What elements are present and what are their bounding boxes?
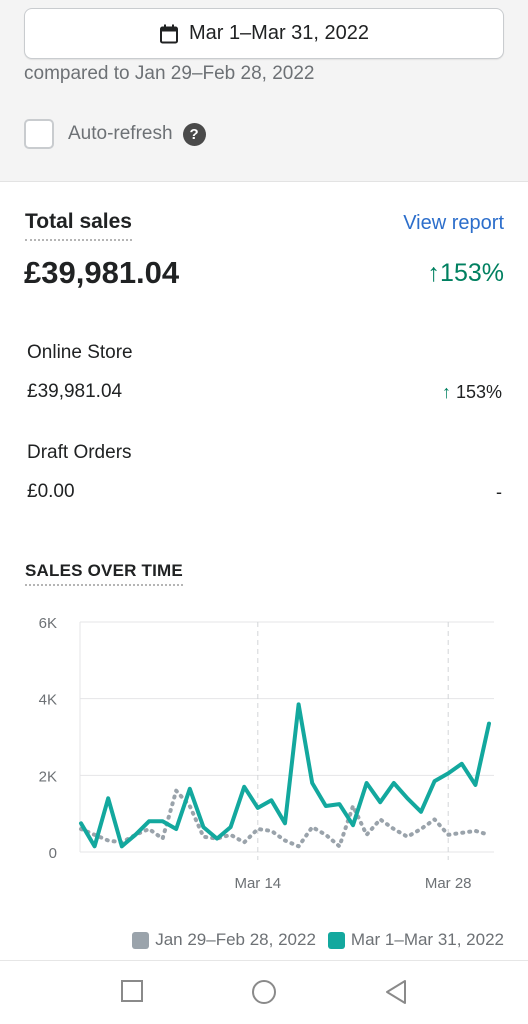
home-icon[interactable] xyxy=(251,979,277,1005)
system-nav-bar xyxy=(0,960,528,1024)
draft-orders-change: - xyxy=(496,482,502,502)
chart-legend: Jan 29–Feb 28, 2022 Mar 1–Mar 31, 2022 xyxy=(120,930,504,950)
legend-swatch-previous xyxy=(132,931,150,949)
online-store-label: Online Store xyxy=(27,342,133,363)
auto-refresh-label[interactable]: Auto-refresh xyxy=(68,123,173,144)
x-tick-label: Mar 14 xyxy=(234,875,281,892)
series-line-current xyxy=(79,702,491,849)
online-store-amount: £39,981.04 xyxy=(27,381,123,402)
recent-apps-icon[interactable] xyxy=(120,979,144,1003)
legend-item-previous[interactable]: Jan 29–Feb 28, 2022 xyxy=(132,930,316,950)
y-tick-label: 2K xyxy=(39,768,57,785)
x-tick-label: Mar 28 xyxy=(425,875,472,892)
date-range-label: Mar 1–Mar 31, 2022 xyxy=(188,22,370,44)
sales-over-time-chart: 6K 4K 2K 0 Mar 14 Mar 28 xyxy=(39,615,494,892)
comparison-period-text: compared to Jan 29–Feb 28, 2022 xyxy=(24,63,315,84)
legend-label-current: Mar 1–Mar 31, 2022 xyxy=(350,930,504,949)
sales-over-time-title[interactable]: SALES OVER TIME xyxy=(25,561,183,586)
y-tick-label: 4K xyxy=(39,692,57,709)
y-tick-label: 6K xyxy=(39,615,57,632)
legend-item-current[interactable]: Mar 1–Mar 31, 2022 xyxy=(327,930,504,950)
online-store-change-value: 153% xyxy=(455,382,502,402)
back-icon[interactable] xyxy=(384,979,408,1005)
auto-refresh-row: Auto-refresh ? xyxy=(24,119,206,149)
view-report-link[interactable]: View report xyxy=(403,212,504,234)
up-arrow-icon: ↑ xyxy=(441,382,451,402)
y-tick-label: 0 xyxy=(49,845,57,862)
online-store-change: ↑ 153% xyxy=(442,382,502,403)
draft-orders-amount: £0.00 xyxy=(27,481,75,502)
draft-orders-label: Draft Orders xyxy=(27,442,132,463)
legend-label-previous: Jan 29–Feb 28, 2022 xyxy=(155,930,316,949)
series-line-previous xyxy=(79,788,491,849)
help-icon[interactable]: ? xyxy=(182,122,206,146)
legend-swatch-current xyxy=(327,931,345,949)
auto-refresh-checkbox[interactable] xyxy=(24,119,54,149)
total-sales-title[interactable]: Total sales xyxy=(25,210,132,241)
filter-panel: Mar 1–Mar 31, 2022 compared to Jan 29–Fe… xyxy=(0,0,528,182)
date-range-button[interactable]: Mar 1–Mar 31, 2022 xyxy=(24,8,504,59)
total-sales-change: ↑153% xyxy=(427,259,504,287)
total-sales-amount: £39,981.04 xyxy=(24,255,180,290)
calendar-icon xyxy=(159,24,178,43)
